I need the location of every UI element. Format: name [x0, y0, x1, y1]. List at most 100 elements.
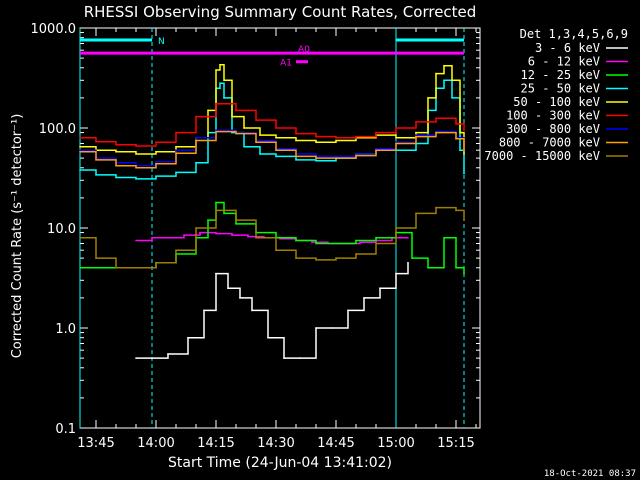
data-point [195, 227, 197, 229]
x-tick-label: 14:00 [137, 436, 174, 451]
data-point [215, 129, 217, 132]
data-point [375, 236, 377, 239]
data-point [115, 176, 117, 179]
data-point [235, 132, 237, 135]
data-point [427, 97, 429, 99]
data-point [355, 239, 357, 242]
data-point [235, 109, 237, 112]
data-point [375, 242, 377, 245]
data-point [95, 174, 97, 176]
x-tick-label: 15:15 [437, 436, 474, 451]
data-point [335, 257, 337, 259]
data-point [435, 131, 437, 134]
data-point [295, 139, 297, 142]
data-point [411, 257, 413, 259]
data-point [295, 239, 297, 242]
data-point [79, 150, 81, 153]
data-point [463, 153, 465, 155]
data-point [315, 242, 317, 245]
data-point [223, 79, 225, 82]
data-point [315, 327, 317, 329]
data-point [379, 287, 381, 290]
legend-label: 300 - 800 keV [506, 122, 600, 136]
data-point [435, 206, 437, 209]
data-point [95, 140, 97, 143]
data-point [335, 139, 337, 142]
y-axis-label: Corrected Count Rate (s⁻¹ detector⁻¹) [10, 114, 25, 359]
data-point [95, 257, 97, 259]
series-line-3 [80, 79, 465, 180]
data-point [455, 266, 457, 269]
data-point [335, 157, 337, 159]
data-point [415, 131, 417, 134]
data-point [375, 147, 377, 150]
data-point [255, 119, 257, 121]
data-point [267, 336, 269, 339]
data-point [223, 212, 225, 215]
data-point [215, 102, 217, 105]
data-point [199, 231, 201, 234]
data-point [295, 132, 297, 135]
data-point [275, 127, 277, 129]
data-point [219, 63, 221, 66]
legend-label: 800 - 7000 keV [499, 136, 600, 150]
data-point [155, 175, 157, 177]
attenuator-bar-label: A1 [280, 59, 292, 69]
data-point [135, 239, 137, 242]
data-point [151, 236, 153, 239]
data-point [79, 266, 81, 269]
data-point [79, 169, 81, 171]
x-tick-label: 14:30 [257, 436, 294, 451]
data-point [407, 261, 409, 264]
legend-label: 50 - 100 keV [513, 95, 600, 109]
data-point [455, 137, 457, 140]
data-point [175, 152, 177, 154]
data-point [463, 172, 465, 175]
legend-label: 12 - 25 keV [521, 68, 600, 82]
data-point [283, 357, 285, 359]
data-point [155, 141, 157, 144]
data-point [175, 249, 177, 251]
data-point [311, 241, 313, 244]
data-point [443, 236, 445, 239]
data-point [363, 297, 365, 299]
data-point [155, 160, 157, 163]
data-point [463, 272, 465, 275]
data-point [155, 261, 157, 264]
data-point [347, 309, 349, 312]
data-point [79, 145, 81, 148]
data-point [407, 236, 409, 239]
data-point [315, 157, 317, 159]
data-point [259, 134, 261, 136]
data-point [167, 236, 169, 239]
data-point [299, 357, 301, 359]
data-point [243, 127, 245, 129]
x-tick-label: 15:00 [377, 436, 414, 451]
legend-label: 25 - 50 keV [521, 82, 600, 96]
data-point [135, 145, 137, 147]
data-point [355, 153, 357, 155]
data-point [275, 149, 277, 151]
data-point [115, 150, 117, 153]
data-point [195, 136, 197, 139]
series-line-8 [80, 206, 465, 269]
chart-title: RHESSI Observing Summary Count Rates, Co… [84, 3, 477, 21]
data-point [275, 249, 277, 251]
data-point [451, 97, 453, 99]
data-point [315, 159, 317, 162]
data-point [335, 155, 337, 158]
data-point [151, 357, 153, 359]
data-point [395, 127, 397, 129]
x-tick-label: 14:15 [197, 436, 234, 451]
y-tick-label: 1.0 [55, 322, 76, 337]
data-point [331, 327, 333, 329]
data-point [435, 72, 437, 75]
data-point [79, 236, 81, 239]
legend-label: 100 - 300 keV [506, 109, 600, 123]
data-point [395, 272, 397, 275]
night-bar-label: N [158, 37, 165, 47]
x-axis-label: Start Time (24-Jun-04 13:41:02) [168, 455, 392, 471]
data-point [135, 266, 137, 269]
data-point [255, 236, 257, 239]
